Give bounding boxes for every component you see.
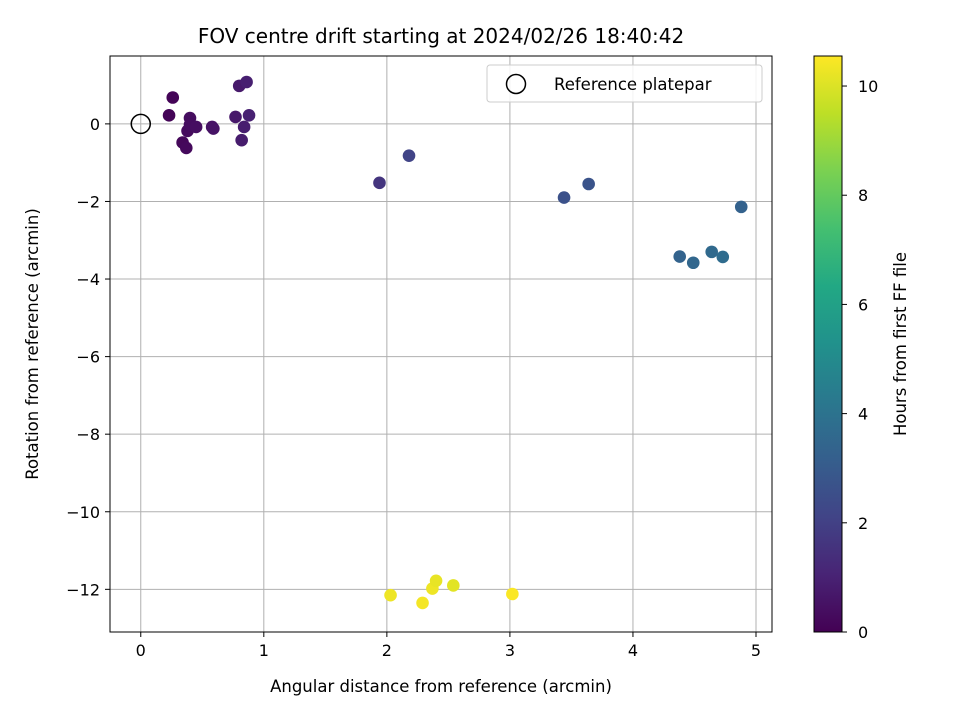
data-point [402, 149, 416, 162]
y-tick-label: −2 [76, 192, 100, 211]
legend: Reference platepar [486, 64, 763, 103]
grid-lines [110, 56, 772, 632]
data-point [716, 250, 730, 264]
data-point [207, 122, 220, 135]
chart-title: FOV centre drift starting at 2024/02/26 … [198, 24, 684, 48]
y-tick-label: −8 [76, 425, 100, 444]
data-point [166, 91, 180, 104]
legend-box [486, 64, 763, 103]
colorbar-tick-label: 8 [858, 186, 868, 205]
y-tick-label: −6 [76, 348, 100, 367]
plot-frame [109, 55, 773, 633]
data-point [416, 596, 429, 610]
y-tick-label: −4 [76, 270, 100, 289]
data-points [162, 75, 748, 610]
data-point [162, 109, 176, 122]
data-point [179, 141, 193, 155]
y-tick-label: 0 [90, 115, 100, 134]
y-tick-label: −12 [66, 580, 100, 599]
data-point [673, 250, 687, 263]
x-tick-label: 5 [751, 641, 761, 660]
colorbar-tick-label: 10 [858, 77, 878, 96]
legend-marker-open-circle [505, 73, 527, 95]
colorbar-label: Hours from first FF file [891, 252, 910, 436]
data-point [557, 191, 571, 204]
x-tick-label: 3 [505, 641, 515, 660]
data-point [705, 245, 719, 259]
data-point [582, 177, 595, 191]
colorbar-ticks: 0 2 4 6 8 10 [842, 77, 878, 642]
x-axis-ticks: 0 1 2 3 4 5 [136, 632, 761, 660]
data-point [686, 256, 700, 270]
x-tick-label: 0 [136, 641, 146, 660]
reference-point [130, 113, 152, 135]
data-point [237, 120, 251, 134]
colorbar-tick-label: 4 [858, 405, 868, 424]
y-axis-label: Rotation from reference (arcmin) [23, 208, 42, 480]
data-point [240, 75, 253, 89]
x-axis-label: Angular distance from reference (arcmin) [270, 677, 612, 696]
x-tick-label: 2 [382, 641, 392, 660]
y-axis-ticks: 0 −2 −4 −6 −8 −10 −12 [66, 115, 110, 599]
x-tick-label: 4 [628, 641, 638, 660]
colorbar-tick-label: 0 [858, 623, 868, 642]
data-point [506, 587, 519, 601]
data-point [384, 588, 397, 602]
data-point [734, 200, 748, 214]
reference-marker [130, 113, 152, 135]
data-point [447, 579, 460, 592]
data-point [373, 176, 386, 190]
data-point [429, 574, 443, 588]
colorbar-tick-label: 6 [858, 295, 868, 314]
data-point [235, 133, 248, 147]
colorbar-tick-label: 2 [858, 514, 868, 533]
legend-label: Reference platepar [554, 75, 712, 94]
data-point [242, 109, 256, 122]
y-tick-label: −10 [66, 503, 100, 522]
x-tick-label: 1 [259, 641, 269, 660]
data-point [229, 110, 242, 124]
data-point [189, 120, 203, 134]
colorbar [813, 55, 843, 633]
